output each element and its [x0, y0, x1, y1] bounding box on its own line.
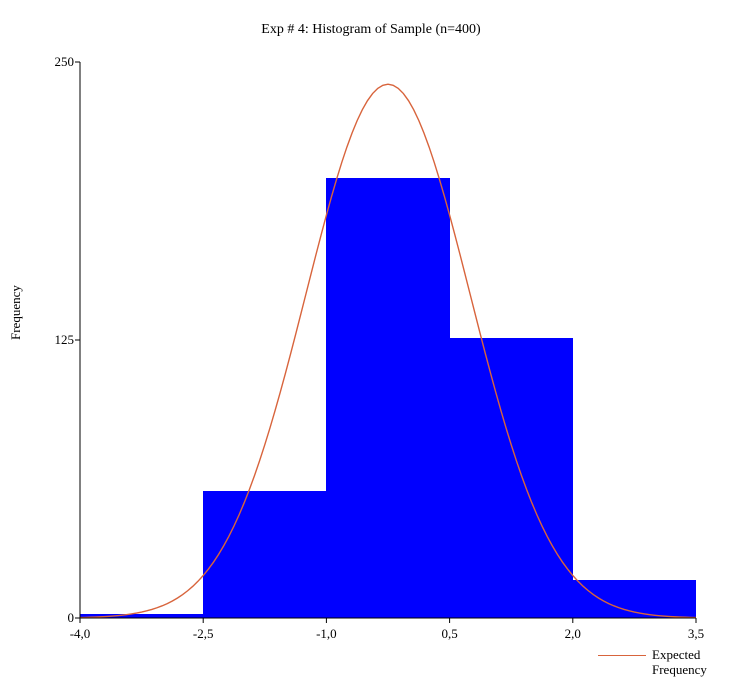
- plot-area: [80, 62, 696, 618]
- chart-container: Exp # 4: Histogram of Sample (n=400) Fre…: [0, 0, 742, 697]
- legend-line-icon: [598, 655, 646, 656]
- x-tick-label: -1,0: [316, 626, 337, 642]
- x-tick-label: 2,0: [565, 626, 581, 642]
- x-tick-label: 0,5: [441, 626, 457, 642]
- x-tick-label: 3,5: [688, 626, 704, 642]
- x-tick-label: -4,0: [70, 626, 91, 642]
- chart-title: Exp # 4: Histogram of Sample (n=400): [0, 22, 742, 38]
- y-tick-label: 250: [40, 54, 74, 70]
- y-axis-label: Frequency: [8, 285, 24, 340]
- legend-text: Expected Frequency: [652, 648, 707, 678]
- y-tick-label: 125: [40, 332, 74, 348]
- legend-line1: Expected: [652, 647, 700, 662]
- x-tick-label: -2,5: [193, 626, 214, 642]
- legend-line2: Frequency: [652, 662, 707, 677]
- axes: [80, 62, 716, 638]
- y-tick-label: 0: [40, 610, 74, 626]
- legend: Expected Frequency: [598, 648, 707, 678]
